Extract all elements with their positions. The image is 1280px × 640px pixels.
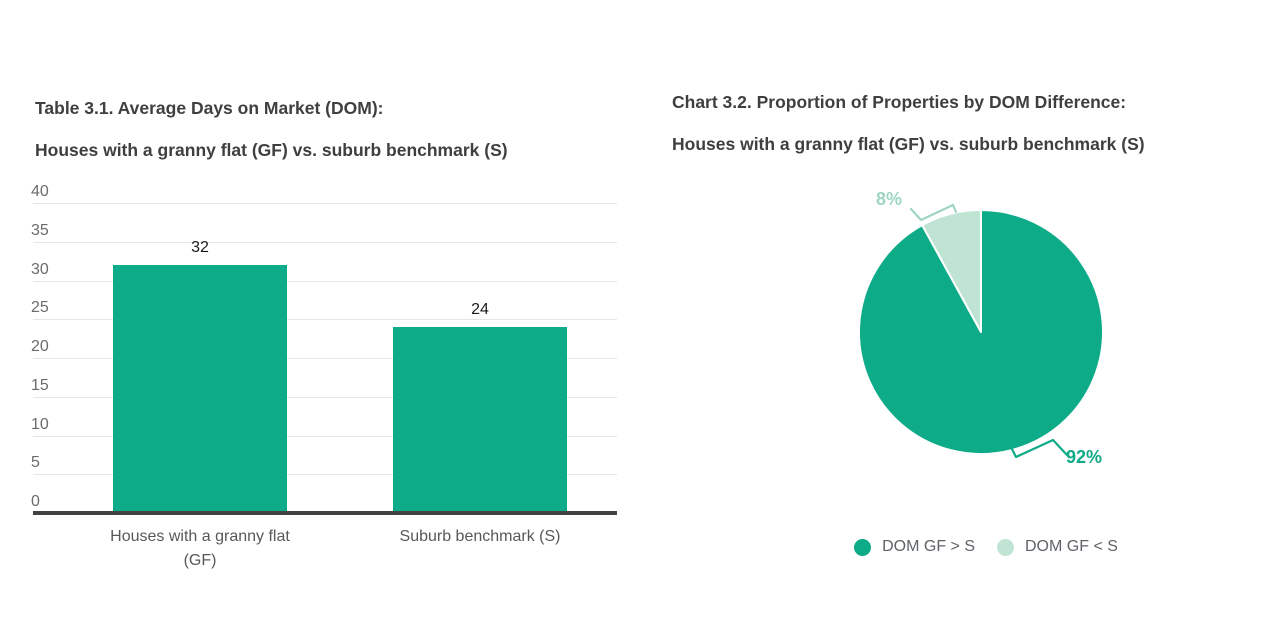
y-gridline: [33, 358, 617, 359]
y-gridline: [33, 319, 617, 321]
y-axis-tick-label: 20: [31, 338, 49, 355]
y-axis-tick-label: 10: [31, 415, 49, 433]
x-axis-category-label-0-line-0: Houses with a granny flat: [110, 528, 290, 545]
y-gridline: [33, 241, 617, 243]
y-axis-tick-label: 25: [31, 299, 49, 317]
legend-item-1: DOM GF < S: [997, 538, 1118, 556]
y-axis-tick-label: 15: [31, 376, 49, 394]
y-gridline: [33, 474, 617, 476]
bar-0: [113, 265, 287, 513]
legend-swatch-icon-0: [854, 538, 872, 556]
callout-bracket-92pct: [1010, 438, 1069, 459]
y-axis-tick-label: 30: [31, 260, 49, 278]
y-axis-tick-label: 35: [31, 221, 49, 239]
bar-value-label-1: 24: [471, 301, 489, 318]
pie-chart-title-line2: Houses with a granny flat (GF) vs. subur…: [672, 134, 1145, 154]
y-axis-tick-label: 5: [31, 454, 40, 472]
x-axis-line: [33, 511, 617, 515]
y-axis-tick-label: 0: [31, 493, 40, 510]
x-axis-category-label-0-line-1: (GF): [183, 552, 217, 569]
y-gridline: [33, 280, 617, 282]
pie-slice-1: [921, 209, 982, 333]
x-axis-category-label-1-line-0: Suburb benchmark (S): [399, 528, 561, 545]
legend-label-1: DOM GF < S: [1025, 538, 1118, 555]
y-gridline: [33, 396, 617, 398]
y-gridline: [33, 203, 617, 204]
callout-bracket-8pct: [909, 203, 958, 222]
legend-label-0: DOM GF > S: [882, 538, 975, 555]
pie-legend: DOM GF > S DOM GF < S: [680, 538, 1280, 556]
y-axis-tick-label: 40: [31, 183, 49, 200]
pie-slice-label-92pct: 92%: [1066, 447, 1103, 467]
y-gridline: [33, 435, 617, 437]
pie-slice-label-8pct: 8%: [876, 189, 903, 209]
bar-1: [393, 327, 567, 513]
bar-chart-title-line2: Houses with a granny flat (GF) vs. subur…: [35, 140, 508, 160]
legend-swatch-icon-1: [997, 538, 1014, 556]
pie-chart-title-line1: Chart 3.2. Proportion of Properties by D…: [672, 92, 1127, 112]
bar-chart-title-line1: Table 3.1. Average Days on Market (DOM):: [35, 98, 384, 118]
legend-item-0: DOM GF > S: [854, 538, 975, 556]
bar-value-label-0: 32: [191, 239, 209, 256]
